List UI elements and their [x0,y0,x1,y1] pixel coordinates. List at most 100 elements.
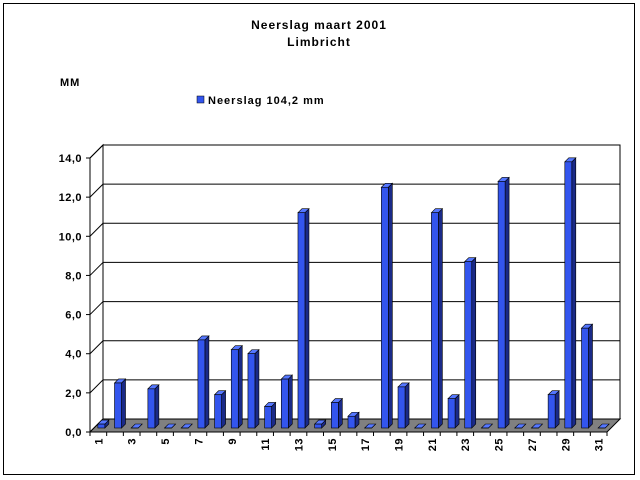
bar-front [264,406,272,429]
bar [280,374,294,429]
bar [430,207,444,429]
bar-side [204,335,210,429]
bar-side [287,374,293,429]
chart-subtitle: Limbricht [287,35,351,49]
bar [130,423,143,429]
bar-side [338,397,343,429]
bar-front [114,382,122,429]
gridline-diagonal [89,144,104,159]
bar-side [237,344,243,429]
gridline-diagonal [89,262,104,276]
bar-front [464,261,473,429]
bar-front [381,186,389,429]
bar [480,423,494,429]
bar-front [497,181,506,429]
bar-front [581,327,589,429]
bar [464,256,477,429]
bar [297,207,310,429]
back-wall [102,144,621,420]
y-axis: 0,0 2,0 4,0 6,0 8,0 10,0 12,0 14,0 [59,153,91,439]
gridline-diagonal [89,379,104,394]
y-tick-label: 2,0 [65,388,82,400]
x-axis: 1 3 5 7 9 11 13 15 17 19 21 23 25 27 29 31 [89,431,608,451]
x-tick-label: 7 [193,438,205,445]
bar [213,390,227,429]
bar-side [438,207,443,429]
bar [180,423,193,429]
bar [247,348,260,429]
x-tick-label: 3 [127,438,139,445]
bar-side [588,323,593,429]
x-tick-label: 23 [460,438,472,451]
bar [597,423,610,429]
y-axis-label: MM [60,77,80,89]
bar [397,382,410,429]
bar-side [254,348,260,429]
bar [147,384,160,429]
bar-front [331,402,339,429]
bar [330,397,344,429]
bar [230,344,243,429]
side-wall [89,143,104,434]
bar-side [571,157,577,429]
bar-side [554,390,560,429]
bar [97,419,110,429]
bar-front [564,161,573,429]
bar [313,419,327,429]
bar [163,423,177,429]
bar-side [271,401,276,429]
x-tick-label: 19 [394,438,406,451]
y-tick-label: 12,0 [59,192,82,204]
bar [263,401,277,429]
y-tick-label: 10,0 [59,231,82,243]
legend: Neerslag 104,2 mm [196,95,325,107]
bar-front [247,353,256,429]
bar [564,157,577,429]
gridline-diagonal [89,301,104,315]
bar-side [504,176,510,429]
x-tick-label: 11 [260,438,272,451]
bar-front [280,378,289,429]
bar-side [454,393,460,429]
x-tick-label: 25 [494,438,506,451]
bar [347,411,360,429]
bar-front [347,415,356,429]
x-tick-label: 13 [293,438,305,451]
y-tick-label: 4,0 [65,349,82,361]
bar-side [471,256,477,429]
x-tick-label: 1 [93,438,105,445]
legend-swatch [196,95,205,104]
bar-front [314,423,322,429]
chart-walls [89,143,621,434]
x-tick-label: 29 [560,438,572,451]
bar-front [397,386,406,429]
gridline-diagonal [89,183,104,198]
bar-side [304,207,310,429]
bar-front [297,212,306,429]
gridline-diagonal [89,340,104,355]
x-tick-label: 31 [594,438,606,451]
bar-front [97,423,106,429]
y-tick-label: 8,0 [65,270,82,282]
bar-front [447,398,456,429]
bar-front [197,339,206,429]
legend-label: Neerslag 104,2 mm [208,95,325,107]
bar-side [388,182,393,429]
gridline-diagonal [89,222,104,237]
bar [413,423,427,429]
bar-front [547,394,556,429]
bar-front [147,388,156,429]
bar [497,176,510,429]
bar [547,390,560,429]
bar-side [404,382,410,429]
bar [530,423,544,429]
chart-title: Neerslag maart 2001 [251,18,387,32]
bar [447,393,460,429]
bar [197,335,210,429]
y-tick-label: 6,0 [65,310,82,322]
bar [113,378,127,429]
bar [380,182,394,429]
y-tick-label: 14,0 [59,153,82,165]
x-tick-label: 5 [160,438,172,445]
bar-side [154,384,160,429]
